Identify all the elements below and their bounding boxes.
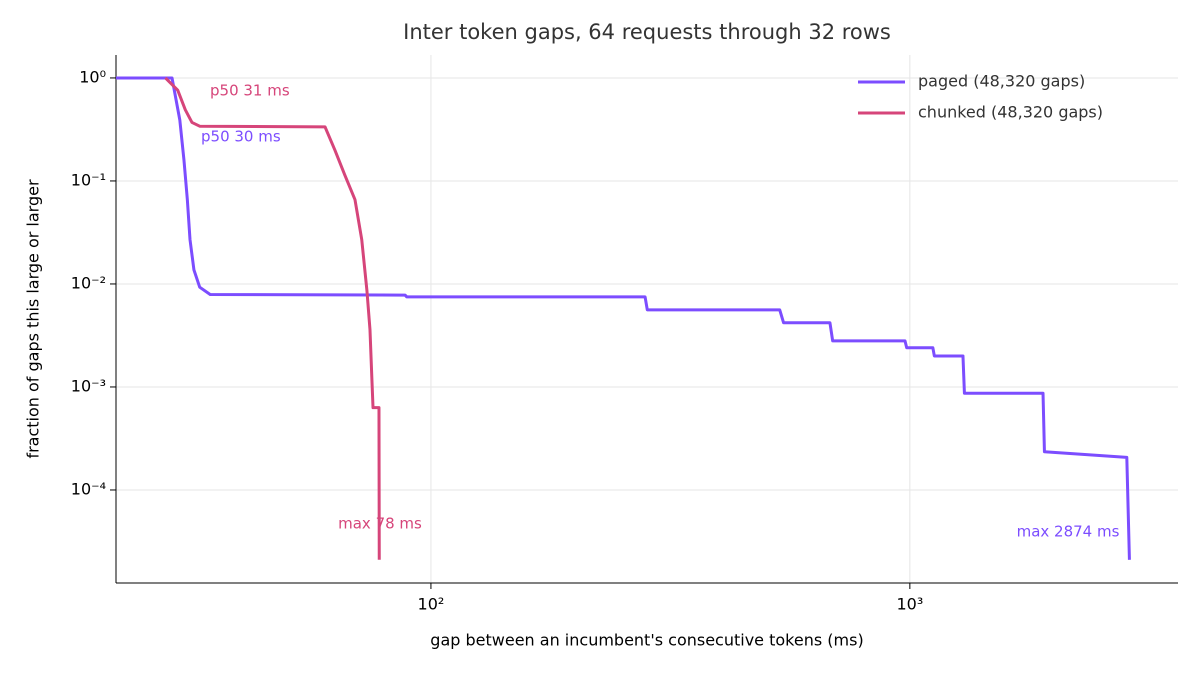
annotation: p50 30 ms — [201, 128, 281, 146]
y-axis-label: fraction of gaps this large or larger — [24, 179, 43, 459]
annotation: max 78 ms — [338, 515, 422, 533]
x-tick-label: 10² — [418, 595, 445, 614]
y-tick-label: 10⁰ — [79, 67, 106, 86]
legend-label: chunked (48,320 gaps) — [918, 103, 1103, 122]
y-tick-label: 10⁻¹ — [71, 170, 106, 189]
data-line — [116, 76, 1131, 560]
y-tick-label: 10⁻² — [71, 273, 106, 292]
y-tick-label: 10⁻³ — [71, 376, 106, 395]
x-axis-label: gap between an incumbent's consecutive t… — [430, 631, 863, 650]
data-line — [164, 76, 381, 560]
annotation: max 2874 ms — [1017, 523, 1120, 541]
legend-label: paged (48,320 gaps) — [918, 72, 1085, 91]
x-tick-label: 10³ — [896, 595, 923, 614]
y-tick-label: 10⁻⁴ — [71, 479, 106, 498]
annotation: p50 31 ms — [210, 82, 290, 100]
chart-title: Inter token gaps, 64 requests through 32… — [403, 20, 891, 44]
